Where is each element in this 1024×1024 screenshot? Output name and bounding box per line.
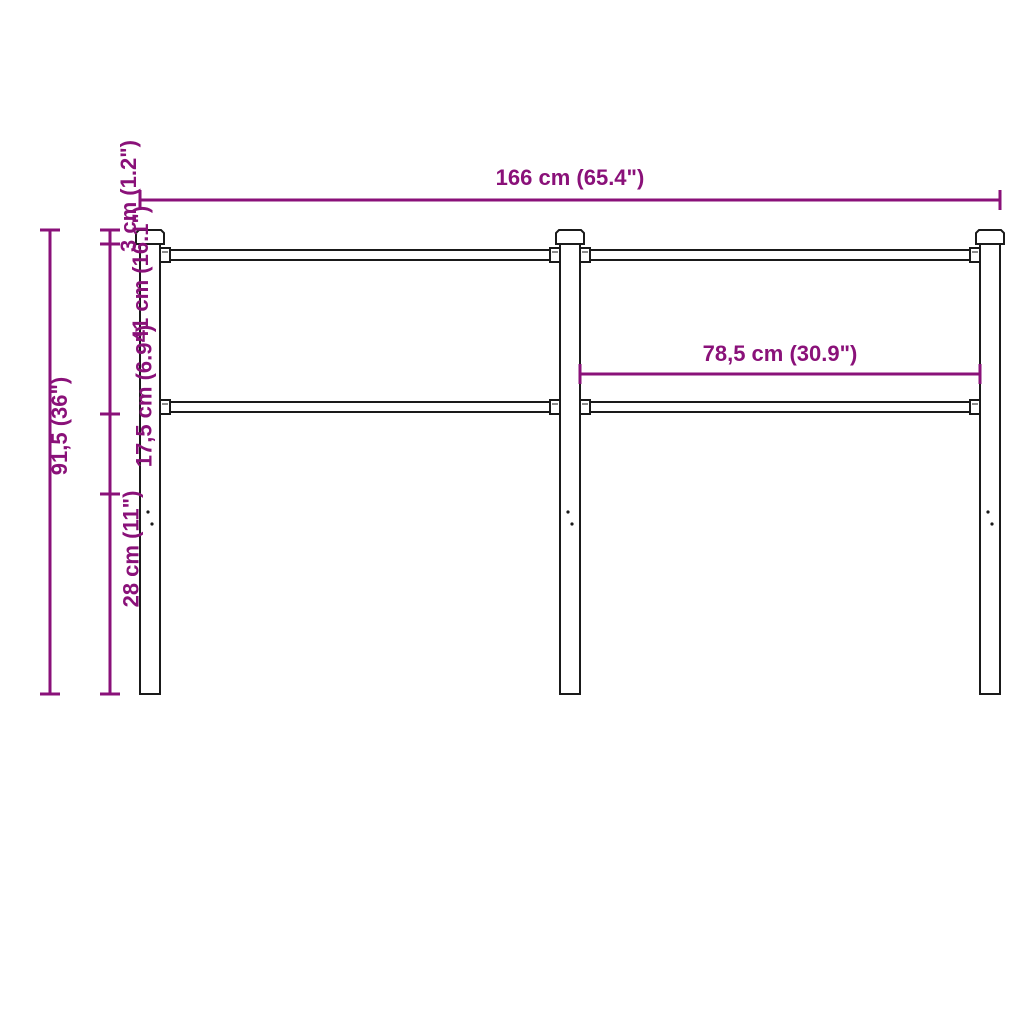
dimension-label: 166 cm (65.4") [496,165,645,191]
dimension-label: 41 cm (16.1") [128,206,154,342]
diagram-svg [0,0,1024,1024]
dimension-label: 78,5 cm (30.9") [703,341,858,367]
dimension-label: 91,5 (36") [47,377,73,475]
diagram-stage: 166 cm (65.4")78,5 cm (30.9")91,5 (36")3… [0,0,1024,1024]
dimension-label: 28 cm (11") [118,490,144,607]
dimension-label: 17,5 cm (6.9") [131,324,157,467]
